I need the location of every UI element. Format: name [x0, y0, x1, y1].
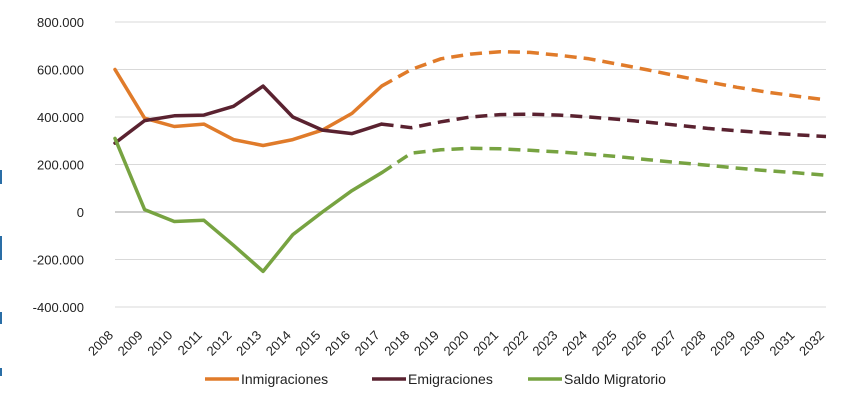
x-tick-label: 2021	[470, 328, 501, 359]
y-axis: -400.000 -200.000 0 200.000 400.000 600.000 80…	[33, 15, 84, 315]
y-tick-label: -400.000	[33, 300, 84, 315]
x-tick-label: 2029	[707, 328, 738, 359]
x-tick-label: 2026	[618, 328, 649, 359]
y-tick-label: -200.000	[33, 253, 84, 268]
y-tick-label: 400.000	[37, 110, 84, 125]
x-tick-label: 2017	[352, 328, 383, 359]
series-line-inmigraciones-observed	[113, 67, 384, 148]
legend-label-inmigraciones: Inmigraciones	[241, 371, 328, 387]
x-tick-label: 2013	[233, 328, 264, 359]
x-tick-label: 2025	[589, 328, 620, 359]
legend-label-emigraciones: Emigraciones	[408, 371, 493, 387]
edge-mark	[0, 236, 2, 260]
y-tick-label: 800.000	[37, 15, 84, 30]
x-tick-label: 2012	[204, 328, 235, 359]
y-tick-label: 0	[77, 205, 84, 220]
x-tick-label: 2027	[648, 328, 679, 359]
x-tick-label: 2008	[85, 328, 116, 359]
x-tick-label: 2022	[500, 328, 531, 359]
series-line-inmigraciones-projected	[380, 49, 827, 102]
grid-layer	[115, 21, 826, 308]
y-tick-label: 200.000	[37, 158, 84, 173]
x-tick-label: 2019	[411, 328, 442, 359]
y-tick-label: 600.000	[37, 63, 84, 78]
x-tick-label: 2018	[381, 328, 412, 359]
x-tick-label: 2015	[292, 328, 323, 359]
edge-mark	[0, 312, 2, 324]
edge-mark	[0, 368, 2, 376]
legend-label-saldo-migratorio: Saldo Migratorio	[564, 371, 666, 387]
series-line-emigraciones-observed	[113, 84, 384, 145]
x-tick-label: 2028	[678, 328, 709, 359]
x-tick-label: 2032	[796, 328, 827, 359]
x-tick-label: 2030	[737, 328, 768, 359]
legend: Inmigraciones Emigraciones Saldo Migratori…	[205, 371, 666, 387]
series-line-saldo-migratorio-projected	[380, 146, 827, 177]
x-tick-label: 2023	[529, 328, 560, 359]
x-tick-label: 2016	[322, 328, 353, 359]
edge-mark	[0, 170, 2, 184]
x-tick-label: 2014	[263, 328, 294, 359]
x-tick-label: 2020	[441, 328, 472, 359]
series-line-saldo-migratorio-observed	[113, 136, 384, 274]
series-line-emigraciones-projected	[381, 112, 827, 139]
x-tick-label: 2010	[144, 328, 175, 359]
x-tick-label: 2009	[115, 328, 146, 359]
x-tick-label: 2024	[559, 328, 590, 359]
x-tick-label: 2011	[175, 328, 205, 358]
series-layer	[113, 49, 827, 274]
x-tick-label: 2031	[766, 328, 797, 359]
